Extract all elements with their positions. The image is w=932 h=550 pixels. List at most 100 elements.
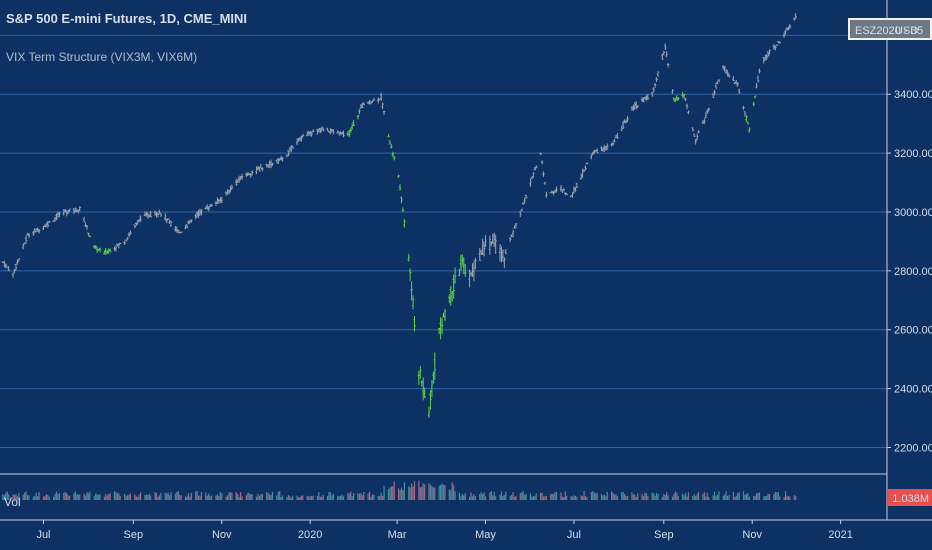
volume-bar [603,494,605,500]
volume-bar [484,496,487,500]
volume-bar [166,493,168,500]
volume-bar [625,495,627,500]
volume-bar [550,494,552,500]
volume-bar [612,492,614,500]
volume-bar [229,492,232,500]
volume-bar [647,495,649,500]
volume-bar [47,494,49,500]
volume-bar [755,493,758,500]
volume-bar [174,493,176,500]
volume-bar [238,496,240,500]
volume-bar [651,492,653,500]
volume-bar [199,496,201,500]
volume-bar [521,492,523,500]
volume-bar [616,496,619,500]
volume-bar [373,494,375,500]
volume-bar [297,497,300,500]
currency-badge-suffix: 5 [917,25,923,37]
volume-bar [626,496,629,500]
volume-bar [144,495,146,500]
volume-bar [661,496,663,500]
volume-bar [250,494,252,500]
volume-bar [247,492,249,500]
volume-bar [383,485,385,500]
volume-bar [154,491,156,500]
volume-bar [511,495,513,500]
indicator-label[interactable]: VIX Term Structure (VIX3M, VIX6M) [6,50,197,64]
volume-bar [613,494,616,500]
volume-bar [728,494,730,500]
volume-bar [108,494,110,500]
volume-bar [489,492,491,500]
volume-bar [231,492,233,500]
volume-bar [654,496,656,500]
volume-bar [495,496,497,500]
volume-bar [276,495,278,500]
volume-bar [653,493,655,500]
volume-bar [529,493,532,500]
volume-bar [442,484,445,500]
volume-bar [270,494,272,500]
volume-bar [786,495,788,500]
volume-bar [789,496,791,500]
volume-bar [54,493,56,500]
volume-bar [76,494,78,500]
volume-bar [580,495,582,500]
volume-bar [412,486,414,500]
volume-bar [783,496,785,500]
volume-bar [211,495,213,500]
volume-bar [48,496,50,500]
volume-bar [12,494,14,500]
volume-bar [135,496,137,500]
volume-bar [158,495,161,500]
volume-bar [292,495,294,500]
volume-bar [774,491,777,500]
volume-bar [777,492,779,500]
volume-bar [73,493,75,500]
volume-bar [582,496,584,500]
volume-bar [793,495,795,500]
volume-bar [686,496,688,500]
volume-bar [109,493,111,500]
volume-bar [747,493,749,500]
volume-bar [744,494,746,500]
volume-bar [361,495,363,500]
volume-bar [673,493,675,500]
volume-bar [524,494,526,500]
volume-bar [342,496,345,500]
volume-bar [722,495,724,500]
volume-bar [563,496,565,500]
volume-bar [126,495,129,500]
volume-bar [429,484,432,500]
volume-bar [200,492,203,500]
volume-bar [753,496,755,500]
volume-bar [99,494,101,500]
volume-bar [490,491,492,500]
volume-bar [596,492,598,500]
volume-bar [321,496,323,500]
volume-bar [5,492,7,500]
volume-bar [637,493,639,500]
time-tick-label: 2021 [828,529,852,541]
volume-bar [241,496,243,500]
volume-bar [300,495,303,500]
volume-bar [129,493,132,500]
volume-bar [422,483,424,500]
volume-bar [170,492,172,500]
volume-bar [176,491,178,500]
volume-bar [371,494,374,500]
volume-bar [492,495,494,500]
time-tick-label: Sep [654,529,674,541]
volume-bar [93,496,95,500]
volume-bar [18,492,20,500]
volume-bar [513,496,516,500]
time-tick-label: Mar [388,529,407,541]
volume-bar [261,493,263,500]
time-axis[interactable]: Jul Sep Nov 2020 Mar May Jul Sep Nov 2021 [0,519,932,541]
volume-badge: 1.038M [887,489,932,506]
volume-bar [715,496,717,500]
volume-bar [138,494,140,500]
currency-badge-text: USD [895,25,918,37]
volume-bar [125,496,127,500]
